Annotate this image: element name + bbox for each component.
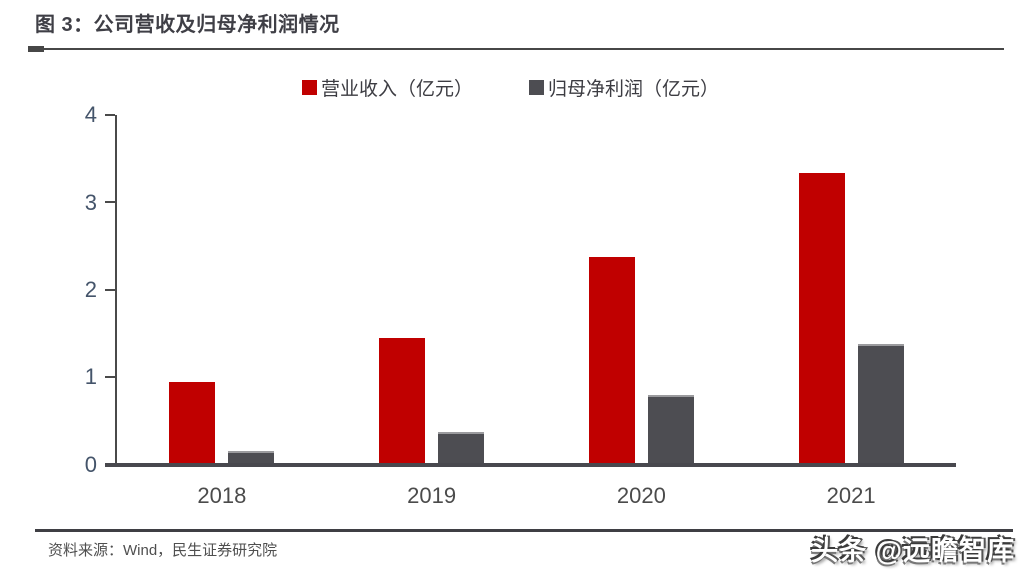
legend-item-net-profit: 归母净利润（亿元） bbox=[529, 74, 719, 101]
revenue-bar bbox=[798, 173, 845, 463]
revenue-swatch-icon bbox=[301, 80, 317, 95]
net-profit-swatch-icon bbox=[529, 80, 544, 95]
x-axis-label: 2020 bbox=[616, 483, 666, 508]
revenue-bar bbox=[169, 382, 216, 463]
net-profit-bar bbox=[857, 344, 904, 463]
source-note: 资料来源：Wind，民生证券研究院 bbox=[48, 542, 278, 559]
net-profit-bar bbox=[647, 395, 694, 463]
title-divider bbox=[28, 48, 1004, 50]
y-axis-label: 4 bbox=[84, 102, 97, 127]
y-axis bbox=[115, 115, 117, 467]
x-axis-label: 2018 bbox=[197, 483, 247, 508]
title-divider-accent bbox=[28, 46, 44, 52]
y-tick bbox=[105, 289, 115, 291]
revenue-bar bbox=[588, 257, 635, 463]
y-tick bbox=[105, 376, 115, 378]
y-tick bbox=[105, 201, 115, 203]
y-axis-label: 3 bbox=[84, 190, 97, 215]
bar-group-2020 bbox=[537, 115, 747, 463]
y-tick bbox=[105, 114, 115, 116]
plot-area: 4 3 2 1 0 2018 2019 2020 2021 bbox=[85, 102, 956, 508]
chart-legend: 营业收入（亿元） 归母净利润（亿元） bbox=[0, 74, 1021, 101]
x-axis-label: 2021 bbox=[826, 483, 876, 508]
net-profit-bar bbox=[228, 451, 275, 463]
x-axis-label: 2019 bbox=[407, 483, 457, 508]
bar-group-2021 bbox=[746, 115, 956, 463]
y-axis-label: 0 bbox=[84, 452, 97, 477]
net-profit-bar bbox=[438, 432, 485, 463]
bar-group-2018 bbox=[117, 115, 327, 463]
y-axis-label: 1 bbox=[84, 364, 97, 389]
watermark: 头条 @远瞻智库 bbox=[811, 536, 1015, 566]
legend-label-net-profit: 归母净利润（亿元） bbox=[548, 79, 720, 100]
legend-item-revenue: 营业收入（亿元） bbox=[301, 74, 473, 101]
figure-title: 图 3：公司营收及归母净利润情况 bbox=[35, 14, 340, 36]
revenue-bar bbox=[379, 338, 426, 463]
legend-label-revenue: 营业收入（亿元） bbox=[320, 79, 473, 100]
footer-divider bbox=[35, 529, 1013, 532]
x-axis bbox=[105, 463, 956, 467]
bar-group-2019 bbox=[327, 115, 537, 463]
y-axis-label: 2 bbox=[84, 277, 97, 302]
